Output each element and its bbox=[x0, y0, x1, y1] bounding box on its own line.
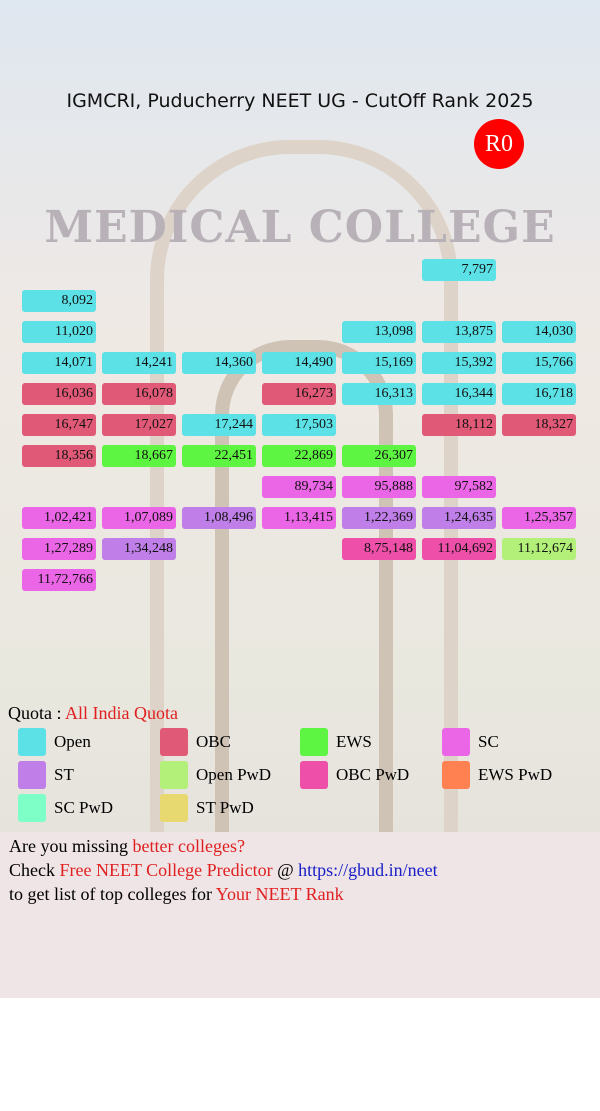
rank-cell: 14,071 bbox=[22, 352, 96, 374]
rank-cell: 14,360 bbox=[182, 352, 256, 374]
rank-cell: 1,24,635 bbox=[422, 507, 496, 529]
legend-swatch bbox=[18, 761, 46, 789]
rank-cell: 13,875 bbox=[422, 321, 496, 343]
rank-cell: 16,718 bbox=[502, 383, 576, 405]
legend-label: ST bbox=[54, 765, 74, 784]
rank-cell: 1,02,421 bbox=[22, 507, 96, 529]
legend-swatch bbox=[18, 728, 46, 756]
footer-line: Check Free NEET College Predictor @ http… bbox=[9, 860, 438, 881]
rank-cell: 17,503 bbox=[262, 414, 336, 436]
quota-value: All India Quota bbox=[65, 703, 178, 723]
legend-label: Open PwD bbox=[196, 765, 272, 784]
legend-label: ST PwD bbox=[196, 798, 254, 817]
legend-swatch bbox=[442, 761, 470, 789]
footer-text: @ bbox=[272, 860, 299, 880]
rank-cell: 18,112 bbox=[422, 414, 496, 436]
title: IGMCRI, Puducherry NEET UG - CutOff Rank… bbox=[66, 90, 534, 112]
rank-cell: 13,098 bbox=[342, 321, 416, 343]
rank-cell: 1,27,289 bbox=[22, 538, 96, 560]
footer-line: to get list of top colleges for Your NEE… bbox=[9, 884, 344, 905]
rank-cell: 26,307 bbox=[342, 445, 416, 467]
rank-cell: 17,027 bbox=[102, 414, 176, 436]
legend-label: SC PwD bbox=[54, 798, 114, 817]
rank-cell: 16,078 bbox=[102, 383, 176, 405]
legend-label: OBC bbox=[196, 732, 231, 751]
rank-cell: 11,04,692 bbox=[422, 538, 496, 560]
legend-label: OBC PwD bbox=[336, 765, 410, 784]
rank-cell: 1,13,415 bbox=[262, 507, 336, 529]
rank-cell: 14,030 bbox=[502, 321, 576, 343]
rank-cell: 89,734 bbox=[262, 476, 336, 498]
footer: Are you missing better colleges? Check Fr… bbox=[0, 832, 600, 998]
rank-cell: 16,747 bbox=[22, 414, 96, 436]
rank-cell: 15,169 bbox=[342, 352, 416, 374]
rank-cell: 8,75,148 bbox=[342, 538, 416, 560]
rank-cell: 15,392 bbox=[422, 352, 496, 374]
legend-item: Open bbox=[18, 728, 91, 756]
quota: Quota : All India Quota bbox=[8, 703, 178, 724]
rank-cell: 17,244 bbox=[182, 414, 256, 436]
rank-cell: 1,07,089 bbox=[102, 507, 176, 529]
rank-cell: 15,766 bbox=[502, 352, 576, 374]
legend-item: SC PwD bbox=[18, 794, 113, 822]
rank-cell: 22,451 bbox=[182, 445, 256, 467]
quota-label: Quota : bbox=[8, 703, 62, 723]
footer-text: Check bbox=[9, 860, 60, 880]
legend-swatch bbox=[160, 728, 188, 756]
rank-cell: 14,241 bbox=[102, 352, 176, 374]
rank-cell: 11,020 bbox=[22, 321, 96, 343]
footer-text: Free NEET College Predictor bbox=[59, 860, 273, 880]
legend-label: Open bbox=[54, 732, 91, 751]
rank-cell: 18,356 bbox=[22, 445, 96, 467]
legend-swatch bbox=[442, 728, 470, 756]
footer-text: Your NEET Rank bbox=[215, 884, 344, 904]
legend-item: ST bbox=[18, 761, 74, 789]
footer-line: Are you missing better colleges? bbox=[9, 836, 245, 857]
rank-cell: 1,25,357 bbox=[502, 507, 576, 529]
legend-item: EWS bbox=[300, 728, 372, 756]
rank-cell: 11,12,674 bbox=[502, 538, 576, 560]
rank-cell: 1,08,496 bbox=[182, 507, 256, 529]
rank-cell: 1,34,248 bbox=[102, 538, 176, 560]
rank-cell: 16,273 bbox=[262, 383, 336, 405]
round-badge: R0 bbox=[474, 119, 524, 169]
rank-cell: 18,327 bbox=[502, 414, 576, 436]
legend-label: EWS bbox=[336, 732, 372, 751]
legend-swatch bbox=[160, 761, 188, 789]
legend-swatch bbox=[18, 794, 46, 822]
rank-cell: 16,344 bbox=[422, 383, 496, 405]
rank-cell: 95,888 bbox=[342, 476, 416, 498]
rank-cell: 8,092 bbox=[22, 290, 96, 312]
legend-swatch bbox=[160, 794, 188, 822]
rank-cell: 14,490 bbox=[262, 352, 336, 374]
footer-text: Are you missing bbox=[9, 836, 133, 856]
footer-text: better colleges? bbox=[132, 836, 245, 856]
legend-swatch bbox=[300, 728, 328, 756]
rank-cell: 16,036 bbox=[22, 383, 96, 405]
legend-label: EWS PwD bbox=[478, 765, 553, 784]
rank-cell: 16,313 bbox=[342, 383, 416, 405]
legend-item: OBC bbox=[160, 728, 231, 756]
rank-cell: 18,667 bbox=[102, 445, 176, 467]
legend-item: SC bbox=[442, 728, 499, 756]
legend-item: EWS PwD bbox=[442, 761, 552, 789]
rank-cell: 11,72,766 bbox=[22, 569, 96, 591]
legend-item: Open PwD bbox=[160, 761, 271, 789]
rank-cell: 1,22,369 bbox=[342, 507, 416, 529]
rank-cell: 97,582 bbox=[422, 476, 496, 498]
rank-cell: 22,869 bbox=[262, 445, 336, 467]
legend-item: ST PwD bbox=[160, 794, 254, 822]
rank-cell: 7,797 bbox=[422, 259, 496, 281]
footer-text: to get list of top colleges for bbox=[9, 884, 216, 904]
footer-text: https://gbud.in/neet bbox=[298, 860, 438, 880]
legend-label: SC bbox=[478, 732, 499, 751]
legend-item: OBC PwD bbox=[300, 761, 409, 789]
college-sign: MEDICAL COLLEGE bbox=[44, 202, 556, 253]
legend-swatch bbox=[300, 761, 328, 789]
